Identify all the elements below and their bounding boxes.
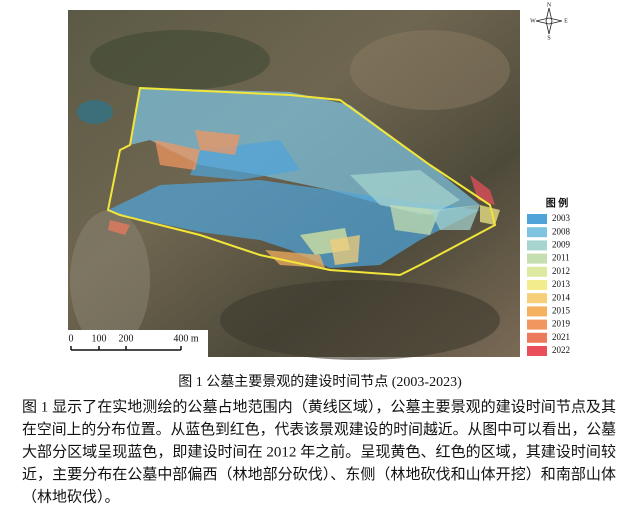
legend-title: 图 例: [546, 196, 569, 209]
scale-label: 200: [119, 333, 134, 344]
boundary-line: [106, 86, 497, 277]
legend-swatch: [527, 319, 547, 330]
legend-swatch: [527, 346, 547, 356]
paragraph-line: 图 1 显示了在实地测绘的公墓占地范围内（黄线区域），公墓主要景观的建设时间节点…: [22, 398, 616, 415]
legend-swatch: [527, 332, 547, 343]
legend-label: 2011: [552, 253, 570, 263]
paragraph-line: 在空间上的分布位置。从蓝色到红色，代表该景观建设的时间越近。从图中可以看出，公墓: [22, 421, 616, 438]
legend-swatch: [527, 240, 547, 251]
legend-label: 2009: [552, 239, 571, 249]
map-region: [155, 140, 200, 170]
legend: 图 例 2003 2008 2009 2011 2012 2013 2014 2015 2019…: [522, 196, 592, 360]
legend-label: 2012: [552, 266, 570, 276]
terrain-shade: [90, 30, 270, 90]
paragraph-line: 大部分区域呈现蓝色，即建设时间在 2012 年之前。呈现黄色、红色的区域，其建设…: [22, 442, 616, 460]
compass: N W E S: [530, 2, 568, 41]
map-region: [480, 205, 500, 225]
legend-swatch: [527, 227, 547, 238]
map: N W E S 0 100 200 400 m: [68, 2, 568, 360]
terrain-shade: [350, 30, 510, 110]
map-region: [390, 205, 440, 235]
scale-bar-background: [68, 330, 208, 357]
terrain-shade: [220, 280, 500, 360]
pond: [77, 100, 113, 124]
regions: [108, 88, 500, 268]
map-region: [470, 175, 495, 205]
map-region: [430, 205, 480, 230]
legend-swatch: [527, 280, 547, 290]
compass-label: W: [530, 18, 536, 24]
paragraph-line: （林地砍伐）。: [22, 488, 120, 505]
compass-label: N: [547, 2, 552, 8]
map-region: [195, 130, 240, 155]
legend-label: 2013: [552, 279, 571, 289]
legend-swatch: [527, 214, 547, 224]
legend-label: 2021: [552, 332, 570, 342]
paragraph-line: 近，主要分布在公墓中部偏西（林地部分砍伐）、东侧（林地砍伐和山体开挖）和南部山体: [22, 466, 616, 483]
legend-label: 2003: [552, 213, 571, 223]
legend-label: 2008: [552, 226, 571, 236]
legend-swatch: [527, 266, 547, 277]
compass-label: E: [564, 18, 568, 24]
legend-swatch: [527, 253, 547, 264]
terrain-shade: [70, 210, 150, 350]
map-region: [108, 220, 130, 235]
paragraph: 图 1 显示了在实地测绘的公墓占地范围内（黄线区域），公墓主要景观的建设时间节点…: [22, 398, 616, 505]
legend-swatch: [527, 306, 547, 317]
scale-label: 100: [92, 333, 107, 344]
legend-label: 2019: [552, 319, 571, 329]
map-region: [350, 170, 460, 215]
map-region: [330, 235, 360, 265]
scale-bar: 0 100 200 400 m: [68, 330, 208, 357]
figure-caption: 图 1 公墓主要景观的建设时间节点 (2003-2023): [178, 374, 462, 390]
legend-label: 2014: [552, 292, 571, 302]
map-region: [265, 250, 325, 268]
legend-swatch: [527, 293, 547, 304]
scale-label: 400 m: [173, 333, 199, 344]
legend-label: 2022: [552, 345, 570, 355]
compass-label: S: [547, 35, 550, 41]
scale-label: 0: [69, 333, 74, 344]
legend-label: 2015: [552, 305, 571, 315]
